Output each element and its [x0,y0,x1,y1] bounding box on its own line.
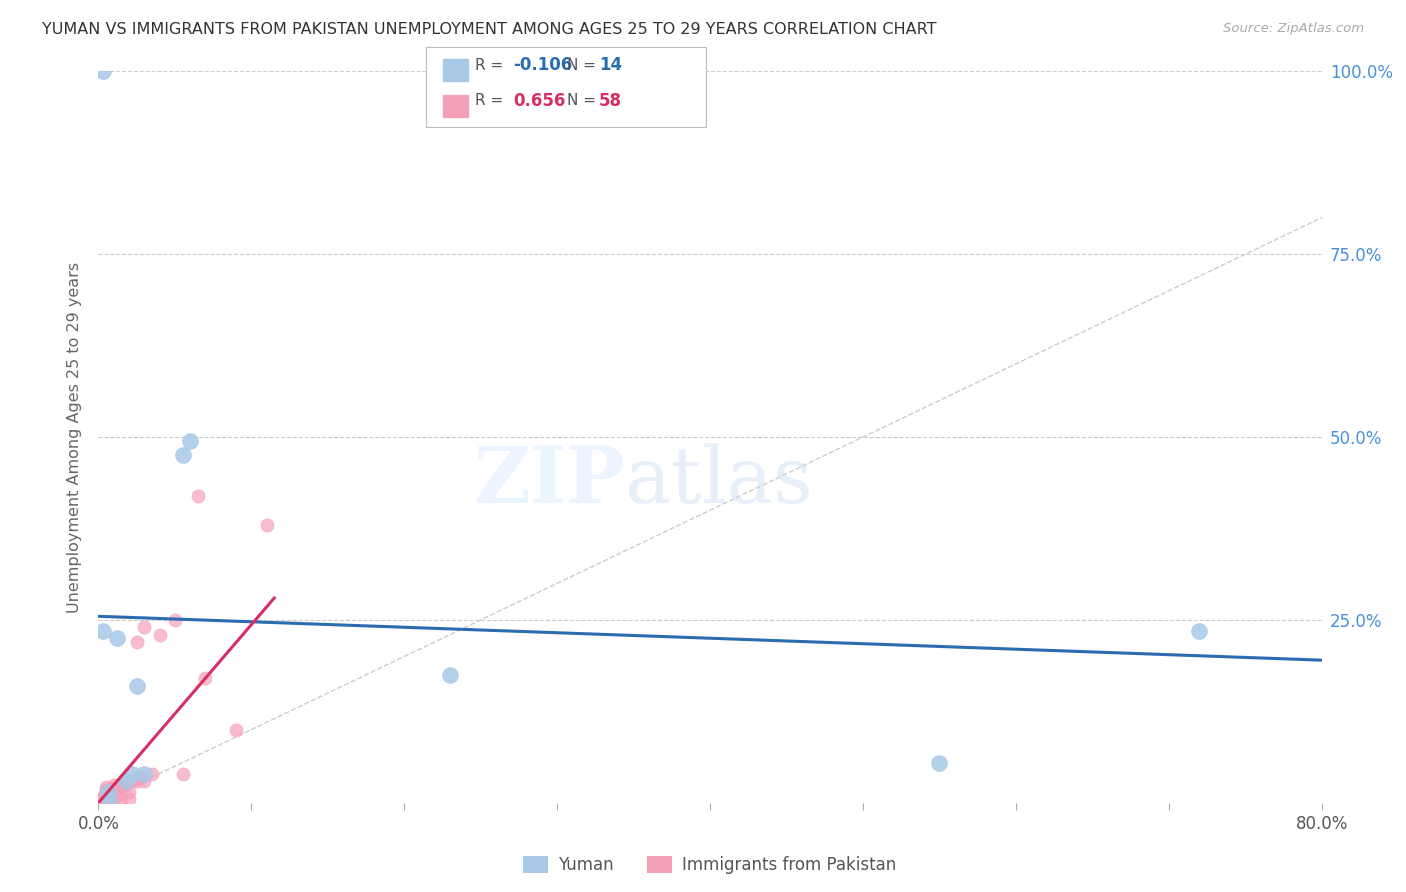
Point [91,624,114,638]
Point [90,792,112,806]
Point [94,782,117,797]
Point [225,723,247,737]
Point [110,777,132,792]
Point [93,791,115,805]
Point [115,773,138,788]
Point [1188,624,1211,638]
Point [90,794,112,808]
Point [103,789,125,803]
Point [439,667,461,681]
Y-axis label: Unemployment Among Ages 25 to 29 years: Unemployment Among Ages 25 to 29 years [67,261,83,613]
Point [928,756,950,770]
Point [93,794,115,808]
Point [105,789,128,803]
Point [98,792,121,806]
Point [118,792,141,806]
Point [100,789,122,804]
Point [93,787,115,801]
Point [194,672,217,686]
Point [101,781,124,796]
Point [94,794,117,808]
Point [105,632,128,646]
Text: R =: R = [475,94,509,108]
Text: atlas: atlas [624,443,813,519]
Point [98,789,121,803]
Text: ZIP: ZIP [472,443,624,519]
Text: 0.656: 0.656 [513,92,565,110]
Text: Source: ZipAtlas.com: Source: ZipAtlas.com [1223,22,1364,36]
Point [111,777,134,792]
Point [91,64,114,78]
Point [97,792,120,806]
Point [103,792,125,806]
Point [121,773,143,788]
Point [94,786,117,800]
Point [118,785,141,799]
Point [125,679,148,693]
Point [172,766,194,780]
Point [134,620,156,634]
Point [94,793,117,807]
Point [121,766,143,780]
Point [105,781,128,796]
Point [179,434,201,448]
Point [94,780,117,794]
Point [149,627,172,641]
Text: N =: N = [567,94,600,108]
Point [256,517,278,532]
Point [187,489,209,503]
Point [101,792,124,806]
Point [91,794,114,808]
Point [94,791,117,805]
Point [94,789,117,803]
Point [93,789,115,804]
Point [125,773,148,788]
Point [90,793,112,807]
Point [91,790,114,805]
Point [93,789,115,803]
Text: 58: 58 [599,92,621,110]
Point [91,794,114,808]
Text: R =: R = [475,58,509,72]
Point [101,789,124,803]
Text: N =: N = [567,58,600,72]
Point [125,770,148,784]
Point [97,785,120,799]
Point [129,770,152,784]
Point [134,773,156,788]
Legend: Yuman, Immigrants from Pakistan: Yuman, Immigrants from Pakistan [515,847,905,882]
Point [108,781,131,796]
Point [103,777,125,792]
Point [163,613,186,627]
Point [90,794,112,808]
Point [100,785,122,799]
Point [115,777,138,792]
Text: YUMAN VS IMMIGRANTS FROM PAKISTAN UNEMPLOYMENT AMONG AGES 25 TO 29 YEARS CORRELA: YUMAN VS IMMIGRANTS FROM PAKISTAN UNEMPL… [42,22,936,37]
Point [134,766,156,780]
Point [98,792,121,806]
Point [125,635,148,649]
Text: 14: 14 [599,56,621,74]
Point [172,449,194,463]
Point [91,792,114,806]
Point [103,785,125,799]
Point [141,766,163,780]
Point [97,789,120,803]
Text: -0.106: -0.106 [513,56,572,74]
Point [110,792,132,806]
Point [97,785,120,799]
